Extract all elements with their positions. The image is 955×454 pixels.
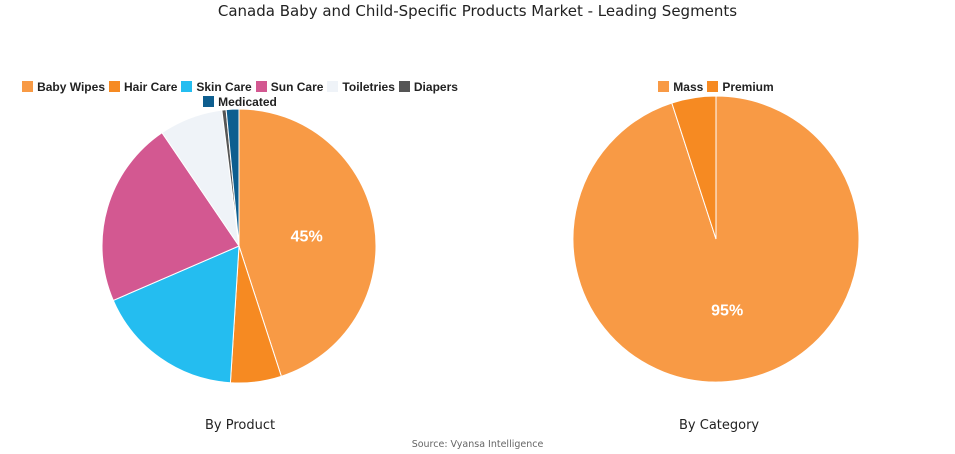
legend-label: Hair Care <box>124 80 178 94</box>
legend-item[interactable]: Premium <box>707 80 774 95</box>
legend-swatch <box>181 81 193 92</box>
legend-swatch <box>22 81 34 92</box>
legend-swatch <box>109 81 120 92</box>
legend-label: Medicated <box>218 95 277 109</box>
legend-item[interactable]: Baby Wipes <box>22 80 105 95</box>
legend-item[interactable]: Diapers <box>398 80 458 95</box>
legend-by-product: Baby Wipes Hair Care Skin Care Sun Care Toil… <box>15 80 465 110</box>
legend-label: Diapers <box>413 80 458 94</box>
chart-title: Canada Baby and Child-Specific Products … <box>217 2 738 20</box>
source-note: Source: Vyansa Intelligence <box>411 439 544 450</box>
subtitle-by-product: By Product <box>205 418 276 433</box>
pie-slice-sun-care[interactable] <box>101 131 240 302</box>
legend-by-category: Mass Premium <box>566 80 866 95</box>
pie-slice-baby-wipes[interactable] <box>238 108 377 377</box>
legend-label: Baby Wipes <box>37 80 105 94</box>
legend-label: Toiletries <box>342 80 395 94</box>
legend-swatch <box>707 81 719 92</box>
slice-data-label: 95% <box>711 303 743 320</box>
pie-slice-premium[interactable] <box>671 95 717 240</box>
pie-slice-medicated[interactable] <box>225 108 240 247</box>
legend-label: Premium <box>722 80 774 94</box>
subtitle-by-category: By Category <box>679 418 760 433</box>
legend-item[interactable]: Mass <box>658 80 703 95</box>
legend-item[interactable]: Sun Care <box>255 80 324 95</box>
legend-swatch <box>398 81 410 92</box>
legend-item[interactable]: Hair Care <box>109 80 177 95</box>
legend-label: Mass <box>673 80 704 94</box>
legend-item[interactable]: Toiletries <box>327 80 395 95</box>
legend-swatch <box>255 81 267 92</box>
legend-label: Skin Care <box>196 80 252 94</box>
legend-swatch <box>327 81 339 92</box>
legend-swatch <box>203 96 215 107</box>
pie-slice-skin-care[interactable] <box>112 245 240 384</box>
slice-data-label: 45% <box>291 228 323 245</box>
legend-label: Sun Care <box>270 80 324 94</box>
legend-item[interactable]: Skin Care <box>181 80 252 95</box>
legend-swatch <box>658 81 670 92</box>
legend-item[interactable]: Medicated <box>203 95 277 110</box>
